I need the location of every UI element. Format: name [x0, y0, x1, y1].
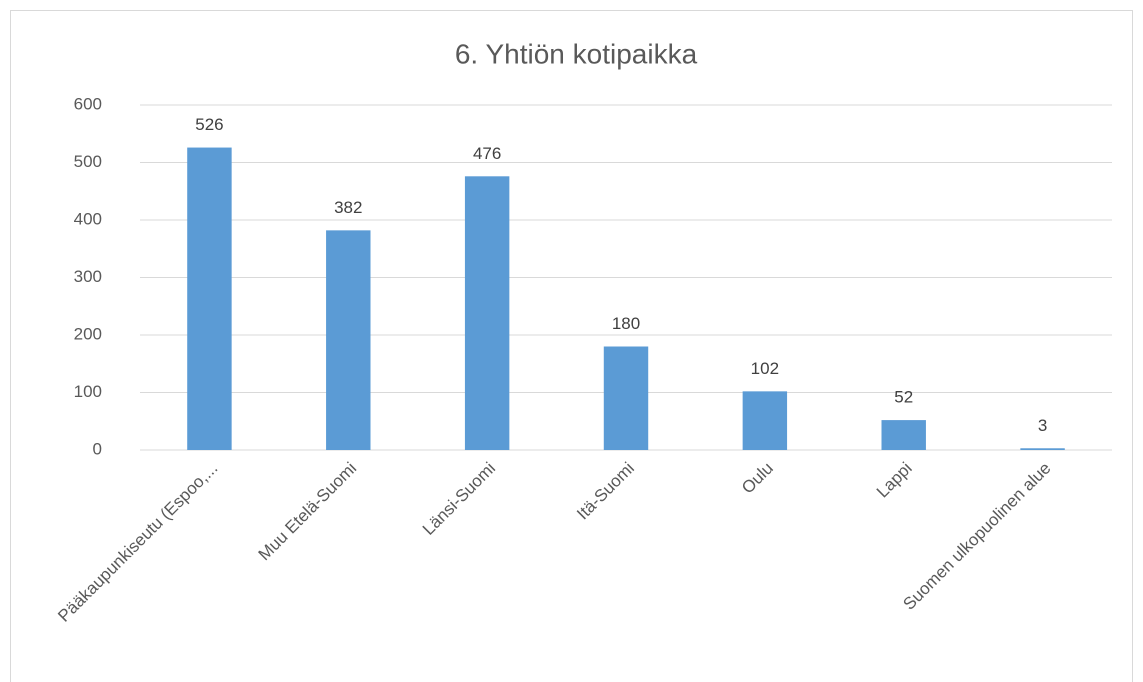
data-label: 526	[195, 115, 223, 134]
chart-border	[10, 10, 1133, 682]
y-tick-label: 500	[74, 152, 102, 171]
data-label: 52	[894, 388, 913, 407]
bar	[881, 420, 926, 450]
bar	[464, 176, 510, 451]
y-tick-label: 0	[93, 439, 102, 458]
chart-title: 6. Yhtiön kotipaikka	[455, 38, 698, 69]
data-label: 3	[1038, 416, 1047, 435]
y-tick-label: 400	[74, 209, 102, 228]
y-tick-label: 600	[74, 94, 102, 113]
bar	[1020, 448, 1065, 450]
bar	[326, 230, 371, 450]
data-label: 476	[473, 144, 501, 163]
bar	[603, 346, 649, 450]
y-tick-label: 100	[74, 382, 102, 401]
data-label: 382	[334, 198, 362, 217]
data-label: 102	[751, 359, 779, 378]
y-tick-label: 200	[74, 324, 102, 343]
data-label: 180	[612, 314, 640, 333]
bar	[187, 147, 232, 451]
y-tick-label: 300	[74, 267, 102, 286]
bar	[742, 391, 788, 450]
